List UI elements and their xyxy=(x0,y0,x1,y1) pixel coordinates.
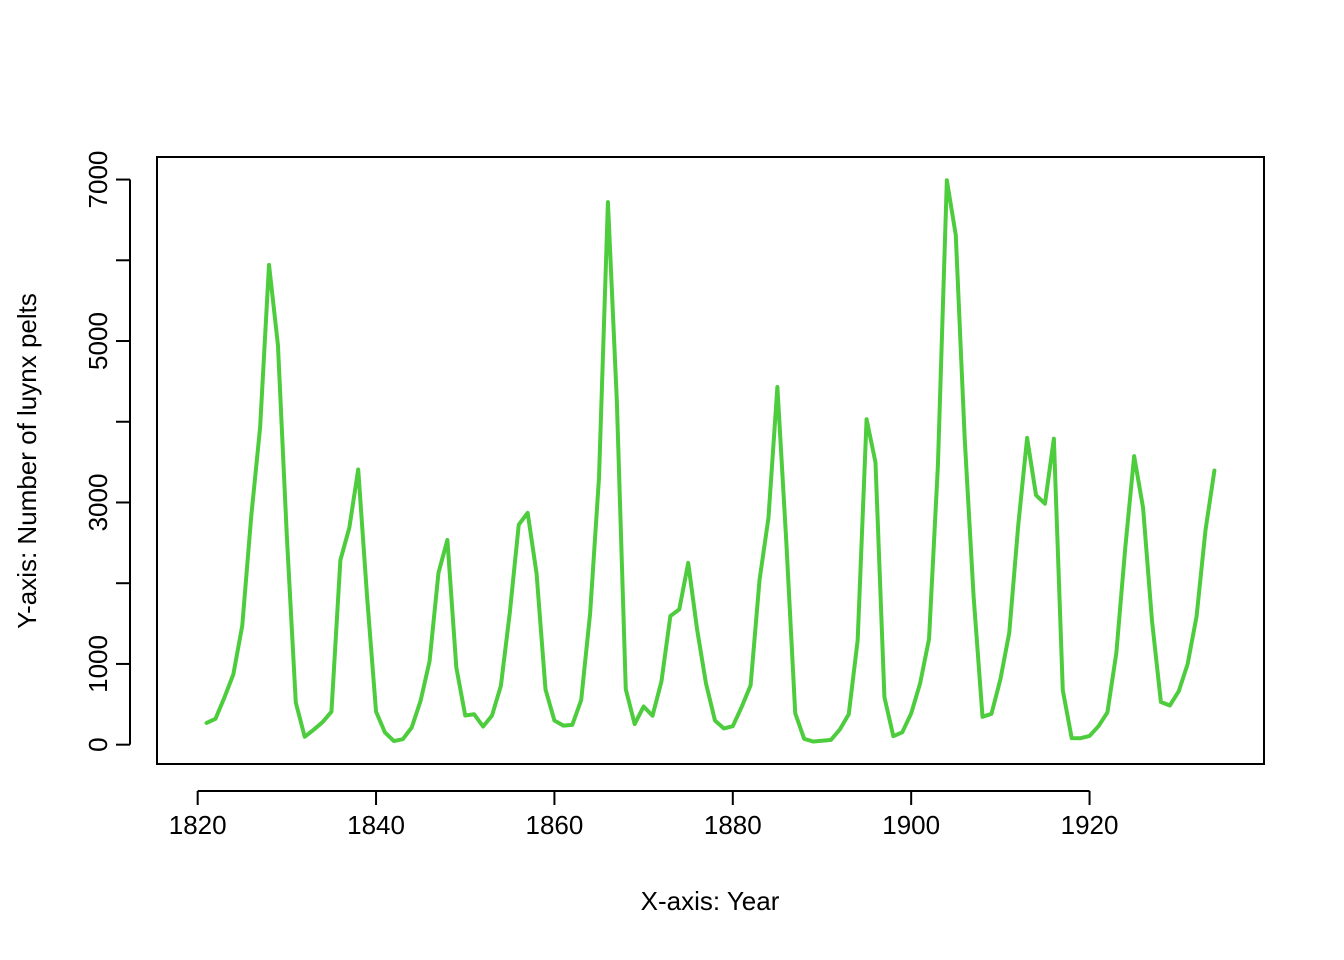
x-tick-label: 1900 xyxy=(882,810,940,840)
y-axis-title: Y-axis: Number of luynx pelts xyxy=(12,293,42,629)
y-tick-label: 3000 xyxy=(83,474,113,532)
plot-area-frame xyxy=(156,156,1265,765)
x-tick-label: 1840 xyxy=(347,810,405,840)
x-tick-label: 1880 xyxy=(704,810,762,840)
y-tick-label: 7000 xyxy=(83,151,113,209)
y-tick-label: 1000 xyxy=(83,635,113,693)
x-tick-label: 1860 xyxy=(525,810,583,840)
x-tick-label: 1920 xyxy=(1061,810,1119,840)
x-axis-title: X-axis: Year xyxy=(641,886,780,916)
y-axis: 0 1000 3000 5000 7000 xyxy=(83,151,131,752)
series-layer xyxy=(204,178,1217,744)
x-axis: 1820 1840 1860 1880 1900 1920 xyxy=(169,790,1119,840)
x-tick-label: 1820 xyxy=(169,810,227,840)
y-tick-label: 5000 xyxy=(83,312,113,370)
y-tick-label: 0 xyxy=(83,737,113,751)
series-line xyxy=(204,178,1217,744)
